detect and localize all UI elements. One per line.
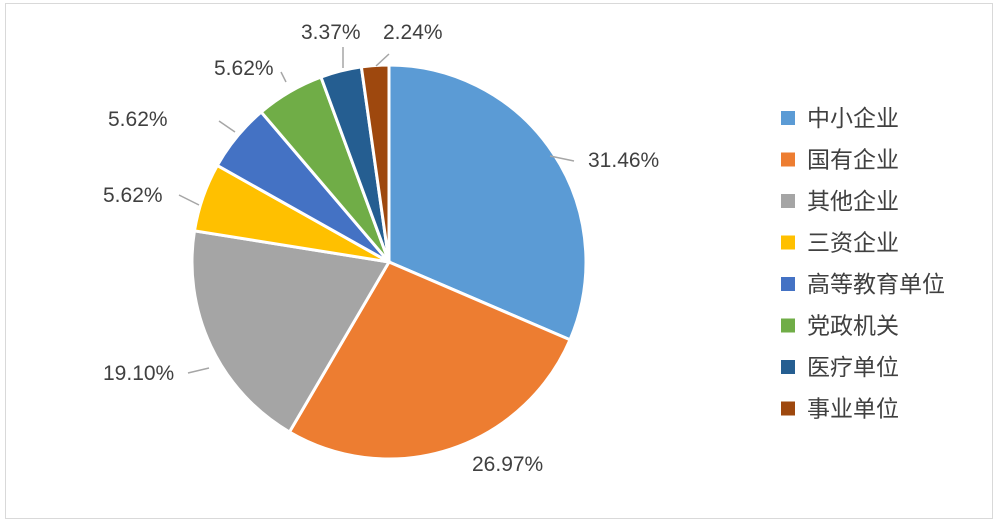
legend-label-1: 中小企业 — [807, 106, 899, 132]
data-label-1: 31.46% — [588, 149, 659, 172]
pie-slice-2 — [287, 260, 572, 461]
legend-label-2: 国有企业 — [807, 148, 899, 174]
legend-label-7: 医疗单位 — [807, 355, 899, 381]
legend-swatch-7 — [781, 360, 795, 374]
data-label-3: 19.10% — [103, 362, 174, 385]
legend-label-4: 三资企业 — [807, 231, 899, 257]
legend-label-6: 党政机关 — [807, 314, 899, 340]
pie-slice-8 — [359, 63, 391, 263]
legend-label-8: 事业单位 — [807, 397, 899, 423]
legend-label-5: 高等教育单位 — [807, 272, 945, 298]
legend-swatch-6 — [781, 318, 795, 333]
data-label-7: 3.37% — [301, 21, 361, 44]
leader-line-5 — [218, 120, 236, 133]
leader-line-1 — [549, 155, 575, 162]
legend-label-3: 其他企业 — [807, 189, 899, 215]
pie-slice-1 — [387, 63, 588, 342]
data-label-2: 26.97% — [472, 453, 543, 476]
data-label-5: 5.62% — [108, 108, 168, 131]
data-label-8: 2.24% — [383, 21, 443, 44]
leader-line-4 — [178, 194, 200, 206]
legend-swatch-1 — [781, 111, 795, 125]
data-label-4: 5.62% — [103, 184, 163, 207]
legend-swatch-8 — [781, 401, 795, 416]
legend-swatch-4 — [781, 235, 795, 250]
legend-swatch-2 — [781, 152, 795, 167]
legend-swatch-5 — [781, 277, 795, 291]
legend-swatch-3 — [781, 194, 795, 208]
data-label-6: 5.62% — [214, 57, 274, 80]
leader-line-6 — [280, 71, 287, 83]
pie-slice-3 — [190, 229, 392, 435]
leader-line-3 — [187, 367, 210, 374]
leader-line-8 — [375, 53, 390, 67]
